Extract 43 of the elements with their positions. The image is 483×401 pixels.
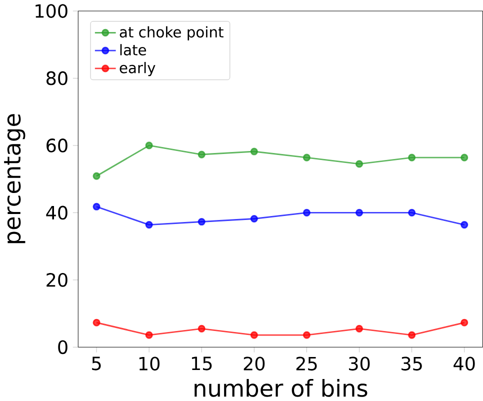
x-axis-title: number of bins [194,378,368,397]
point [92,172,100,180]
y-tick-label: 40 [46,206,68,220]
point [250,214,258,223]
point [145,142,153,150]
y-axis-title: percentage [4,114,26,244]
point [355,208,364,216]
x-tick-label: 25 [296,356,317,371]
point [460,221,468,229]
x-tick-label: 10 [139,356,160,371]
x-tick-label: 15 [192,356,212,370]
legend-label: early [120,62,156,76]
point [198,218,206,226]
point [355,324,364,332]
point [198,324,206,332]
y-tick-label: 60 [46,138,68,152]
point [92,202,100,210]
x-tick-label: 40 [454,356,475,371]
point [198,150,206,158]
y-tick-label: 0 [58,340,68,354]
legend-label: at choke point [120,26,224,40]
point [250,331,258,339]
point [302,208,311,216]
y-tick-label: 20 [46,272,68,287]
point [92,318,100,326]
point [302,331,311,339]
point [460,318,468,326]
y-tick-label: 100 [36,4,68,18]
x-tick-label: 30 [349,356,370,371]
point [408,154,416,162]
point [355,160,364,168]
x-tick-label: 35 [402,356,422,371]
point [145,331,153,339]
point [145,221,153,229]
x-tick-label: 20 [244,356,265,371]
point [250,148,258,156]
point [302,154,311,162]
legend-label: late [120,44,146,56]
point [460,154,468,162]
point [408,331,416,339]
y-tick-label: 80 [46,71,68,86]
point [408,208,416,216]
x-tick-label: 5 [92,356,101,370]
